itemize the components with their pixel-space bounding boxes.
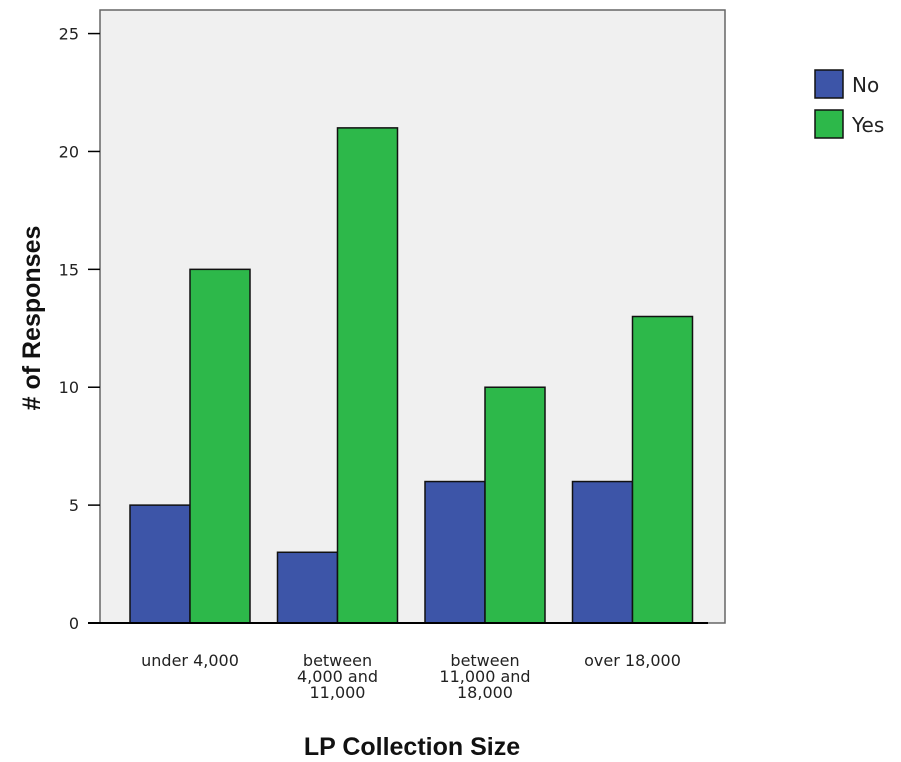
- legend: No Yes: [814, 69, 884, 139]
- legend-swatch-yes: [814, 109, 844, 139]
- x-tick-label: between: [303, 651, 372, 670]
- x-tick-label: 18,000: [457, 683, 513, 702]
- bar-yes-1: [336, 127, 399, 624]
- x-tick-label: between: [450, 651, 519, 670]
- bar-no-3: [571, 480, 634, 624]
- x-tick-label: 4,000 and: [297, 667, 378, 686]
- y-tick-label: 5: [69, 496, 79, 515]
- y-tick-label: 15: [59, 260, 79, 279]
- y-tick-label: 25: [59, 25, 79, 44]
- legend-label-yes: Yes: [851, 113, 884, 137]
- y-tick-label: 0: [69, 614, 79, 633]
- legend-swatch-no: [814, 69, 844, 99]
- bar-yes-3: [631, 315, 694, 624]
- x-tick-label: 11,000 and: [439, 667, 530, 686]
- y-axis-title: # of Responses: [18, 226, 46, 411]
- y-axis: 0 5 10 15 20 25: [59, 25, 100, 633]
- x-tick-label: over 18,000: [584, 651, 681, 670]
- x-axis-title: LP Collection Size: [304, 733, 520, 761]
- x-tick-label: under 4,000: [141, 651, 239, 670]
- y-tick-label: 10: [59, 378, 79, 397]
- bar-yes-0: [189, 268, 251, 624]
- bar-yes-2: [484, 386, 546, 624]
- legend-label-no: No: [852, 73, 879, 97]
- bar-no-2: [424, 480, 486, 624]
- y-tick-label: 20: [59, 142, 79, 161]
- x-tick-label: 11,000: [310, 683, 366, 702]
- bar-no-1: [276, 551, 339, 624]
- bar-no-0: [129, 504, 191, 624]
- bar-group: [129, 127, 694, 624]
